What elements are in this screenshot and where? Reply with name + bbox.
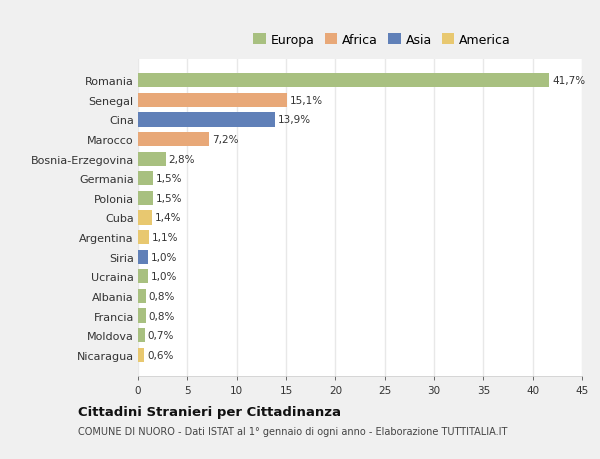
Text: 15,1%: 15,1% — [290, 95, 323, 106]
Bar — [138, 133, 209, 147]
Text: 1,1%: 1,1% — [152, 233, 178, 242]
Bar — [138, 74, 550, 88]
Bar — [138, 348, 144, 362]
Bar — [138, 250, 148, 264]
Bar — [138, 309, 146, 323]
Text: 0,7%: 0,7% — [148, 330, 174, 341]
Bar — [138, 94, 287, 108]
Text: COMUNE DI NUORO - Dati ISTAT al 1° gennaio di ogni anno - Elaborazione TUTTITALI: COMUNE DI NUORO - Dati ISTAT al 1° genna… — [78, 426, 508, 436]
Text: 7,2%: 7,2% — [212, 135, 239, 145]
Bar — [138, 113, 275, 127]
Text: 13,9%: 13,9% — [278, 115, 311, 125]
Bar — [138, 172, 153, 186]
Bar — [138, 328, 145, 342]
Text: 1,0%: 1,0% — [151, 272, 177, 282]
Bar — [138, 211, 152, 225]
Text: 2,8%: 2,8% — [169, 154, 195, 164]
Text: 0,8%: 0,8% — [149, 291, 175, 301]
Bar — [138, 191, 153, 206]
Text: Cittadini Stranieri per Cittadinanza: Cittadini Stranieri per Cittadinanza — [78, 405, 341, 419]
Text: 1,4%: 1,4% — [155, 213, 181, 223]
Text: 1,5%: 1,5% — [156, 194, 182, 203]
Bar — [138, 289, 146, 303]
Text: 1,5%: 1,5% — [156, 174, 182, 184]
Bar — [138, 152, 166, 167]
Text: 0,8%: 0,8% — [149, 311, 175, 321]
Legend: Europa, Africa, Asia, America: Europa, Africa, Asia, America — [251, 31, 514, 49]
Text: 1,0%: 1,0% — [151, 252, 177, 262]
Bar — [138, 269, 148, 284]
Text: 41,7%: 41,7% — [553, 76, 586, 86]
Text: 0,6%: 0,6% — [147, 350, 173, 360]
Bar — [138, 230, 149, 245]
